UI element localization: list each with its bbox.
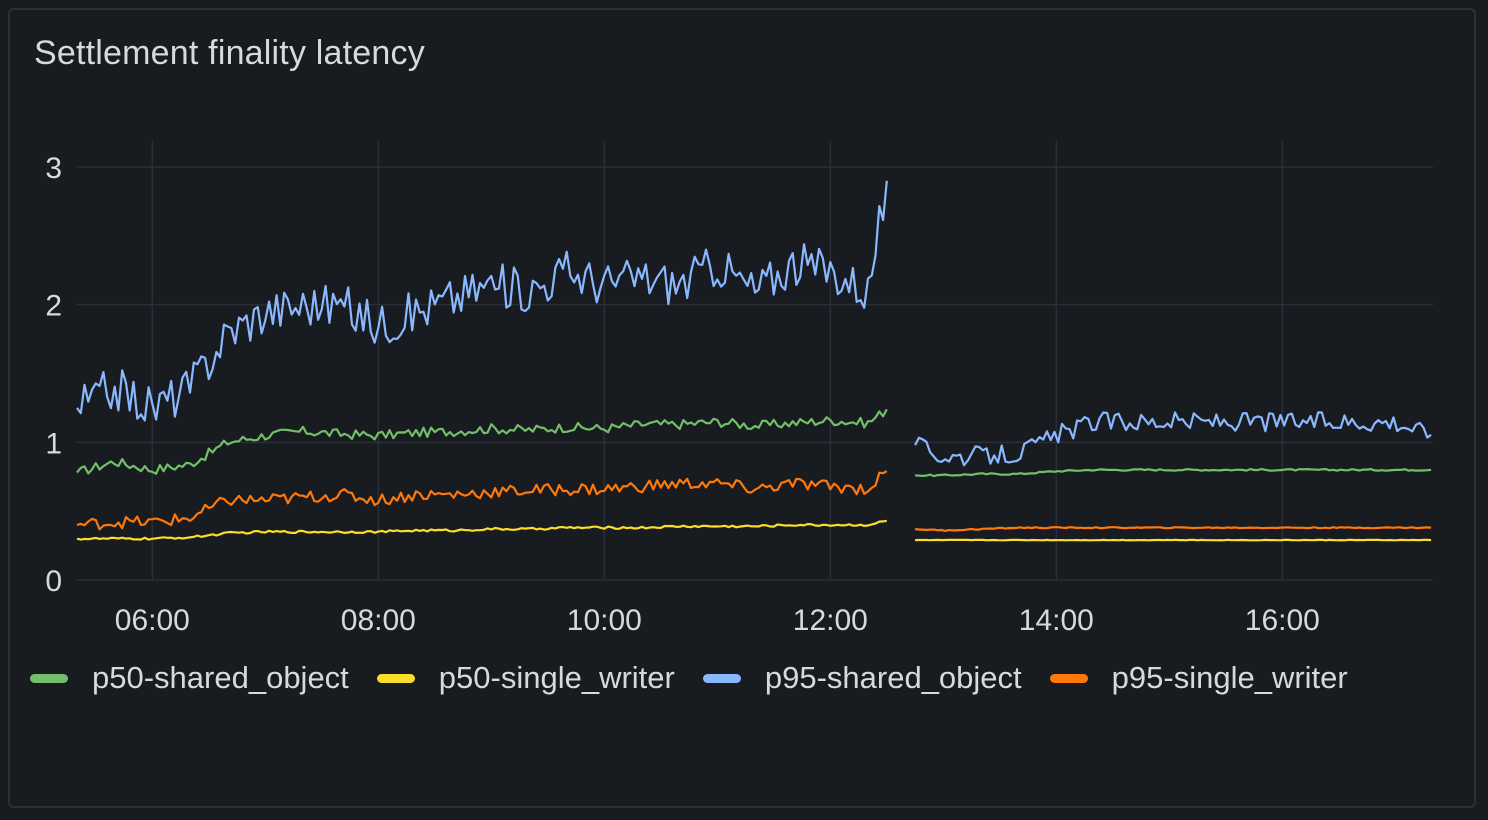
legend-label: p50-shared_object	[92, 660, 349, 695]
series-line-p95-shared_object-before-gap[interactable]	[76, 180, 888, 422]
x-tick-label: 12:00	[793, 604, 868, 637]
x-tick-label: 06:00	[115, 604, 190, 637]
legend-swatch	[376, 673, 415, 683]
x-tick-label: 08:00	[341, 604, 416, 637]
y-tick-label: 0	[45, 565, 62, 598]
legend-item-p50-single_writer[interactable]: p50-single_writer	[376, 656, 675, 700]
legend-item-p95-shared_object[interactable]: p95-shared_object	[702, 656, 1022, 700]
grid	[77, 141, 1433, 581]
legend-item-p95-single_writer[interactable]: p95-single_writer	[1049, 656, 1348, 700]
series-line-p95-single_writer-after-gap[interactable]	[914, 526, 1432, 532]
x-tick-label: 14:00	[1019, 604, 1094, 637]
x-tick-label: 16:00	[1245, 604, 1320, 637]
legend: p50-shared_object p50-single_writer p95-sh…	[30, 656, 1430, 719]
chart-panel: Settlement finality latency	[8, 8, 1476, 808]
x-axis: 06:00 08:00 10:00 12:00 14:00 16:00	[115, 604, 1320, 637]
legend-swatch	[1049, 673, 1088, 683]
legend-swatch	[702, 673, 741, 683]
series-line-p95-shared_object-after-gap[interactable]	[914, 411, 1432, 467]
legend-label: p50-single_writer	[438, 660, 675, 695]
panel-title[interactable]: Settlement finality latency	[34, 34, 425, 72]
y-tick-label: 1	[45, 427, 62, 460]
legend-item-p50-shared_object[interactable]: p50-shared_object	[30, 656, 349, 700]
series-line-p50-single_writer-before-gap[interactable]	[76, 519, 887, 541]
series-lines	[76, 180, 1432, 542]
legend-label: p95-shared_object	[764, 660, 1022, 695]
series-line-p50-single_writer-after-gap[interactable]	[915, 538, 1432, 542]
series-line-p95-single_writer-before-gap[interactable]	[76, 470, 888, 531]
y-tick-label: 2	[45, 290, 62, 323]
y-axis: 0 1 2 3	[45, 152, 62, 598]
y-tick-label: 3	[45, 152, 62, 185]
series-line-p50-shared_object-after-gap[interactable]	[915, 468, 1432, 478]
series-line-p50-shared_object-before-gap[interactable]	[76, 408, 888, 475]
legend-swatch	[30, 673, 68, 683]
legend-label: p95-single_writer	[1111, 660, 1348, 695]
x-tick-label: 10:00	[567, 604, 642, 637]
